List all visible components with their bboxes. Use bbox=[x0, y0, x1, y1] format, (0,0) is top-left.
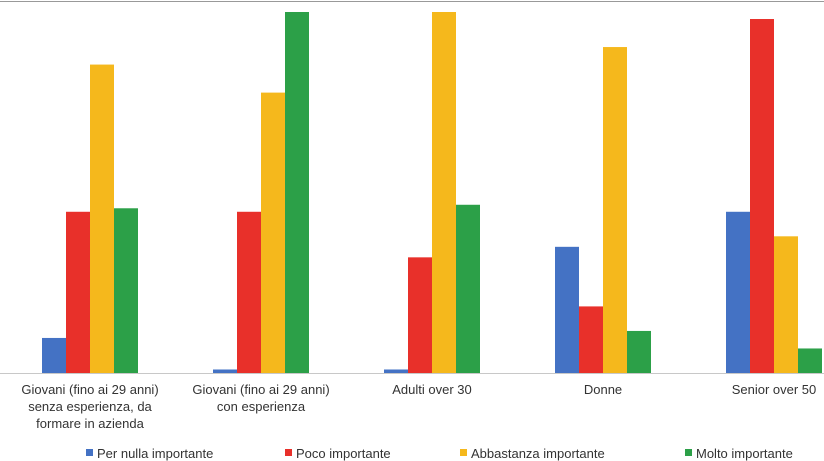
category-label-line: Donne bbox=[584, 382, 622, 397]
bar-group-3 bbox=[555, 47, 651, 373]
bar-4-2 bbox=[774, 236, 798, 373]
bar-4-1 bbox=[750, 19, 774, 374]
legend-swatch bbox=[86, 449, 93, 456]
bar-0-1 bbox=[66, 211, 90, 373]
bar-1-0 bbox=[213, 369, 237, 373]
legend-label: Per nulla importante bbox=[97, 446, 213, 461]
bar-2-2 bbox=[432, 12, 456, 373]
bar-3-2 bbox=[603, 47, 627, 373]
bar-group-1 bbox=[213, 12, 309, 374]
legend-item-2: Abbastanza importante bbox=[460, 446, 605, 461]
legend: Per nulla importante Poco importante Abbas… bbox=[86, 446, 793, 461]
category-label-3: Donne bbox=[584, 382, 622, 397]
category-label-line: Giovani (fino ai 29 anni) bbox=[192, 382, 329, 397]
bar-2-3 bbox=[456, 204, 480, 373]
legend-label: Molto importante bbox=[696, 446, 793, 461]
legend-label: Abbastanza importante bbox=[471, 446, 605, 461]
category-label-4: Senior over 50 bbox=[732, 382, 817, 397]
bar-0-0 bbox=[42, 337, 66, 373]
legend-swatch bbox=[685, 449, 692, 456]
bar-0-3 bbox=[114, 208, 138, 373]
legend-swatch bbox=[285, 449, 292, 456]
bar-group-2 bbox=[384, 12, 480, 373]
bar-1-2 bbox=[261, 92, 285, 374]
bar-group-4 bbox=[726, 19, 822, 374]
bar-0-2 bbox=[90, 64, 114, 373]
bar-4-3 bbox=[798, 348, 822, 373]
category-label-line: con esperienza bbox=[217, 399, 306, 414]
bars-group bbox=[42, 12, 822, 374]
legend-label: Poco importante bbox=[296, 446, 391, 461]
bar-3-1 bbox=[579, 306, 603, 373]
category-label-line: Giovani (fino ai 29 anni) bbox=[21, 382, 158, 397]
category-label-line: senza esperienza, da bbox=[28, 399, 152, 414]
category-label-line: Adulti over 30 bbox=[392, 382, 472, 397]
legend-item-0: Per nulla importante bbox=[86, 446, 213, 461]
bar-4-0 bbox=[726, 211, 750, 373]
bar-3-3 bbox=[627, 330, 651, 373]
legend-item-1: Poco importante bbox=[285, 446, 391, 461]
category-label-1: Giovani (fino ai 29 anni) con esperienza bbox=[192, 382, 329, 414]
bar-2-1 bbox=[408, 257, 432, 373]
bar-group-0 bbox=[42, 64, 138, 373]
legend-item-3: Molto importante bbox=[685, 446, 793, 461]
category-label-line: Senior over 50 bbox=[732, 382, 817, 397]
bar-2-0 bbox=[384, 369, 408, 373]
bar-3-0 bbox=[555, 246, 579, 373]
category-label-line: formare in azienda bbox=[36, 416, 144, 431]
category-label-0: Giovani (fino ai 29 anni) senza esperienz… bbox=[21, 382, 158, 431]
category-labels: Giovani (fino ai 29 anni) senza esperienz… bbox=[21, 382, 816, 431]
bar-1-1 bbox=[237, 211, 261, 373]
category-label-2: Adulti over 30 bbox=[392, 382, 472, 397]
bar-1-3 bbox=[285, 12, 309, 373]
legend-swatch bbox=[460, 449, 467, 456]
